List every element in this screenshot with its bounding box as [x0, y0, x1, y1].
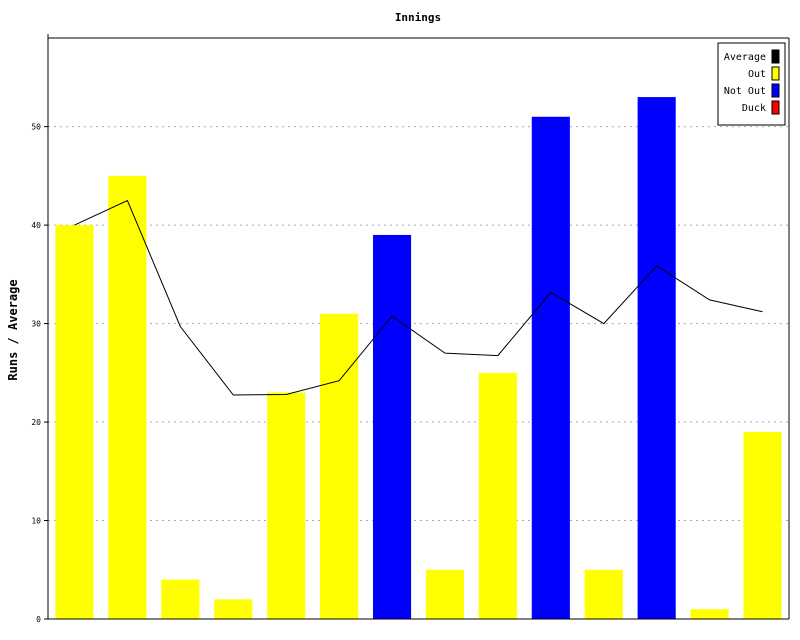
bars — [55, 97, 782, 620]
bar — [690, 609, 729, 619]
bar — [478, 372, 517, 619]
y-tick-label: 40 — [31, 221, 41, 230]
average-line — [74, 199, 763, 396]
bar — [267, 392, 306, 619]
legend: Average Out Not Out Duck — [717, 42, 786, 126]
legend-label: Duck — [742, 103, 766, 114]
y-tick-label: 0 — [36, 615, 41, 624]
bar — [108, 175, 147, 619]
bar — [320, 313, 359, 619]
y-tick-label: 30 — [31, 320, 41, 329]
y-axis-label: Runs / Average — [6, 279, 20, 380]
chart-title: Innings — [395, 11, 441, 24]
bar — [161, 579, 200, 619]
bar — [584, 569, 623, 619]
bar — [425, 569, 465, 619]
plot-frame — [47, 34, 790, 620]
y-tick-label: 10 — [31, 517, 41, 526]
legend-label: Out — [748, 69, 766, 80]
bar — [214, 599, 253, 619]
bar — [372, 234, 412, 619]
gridlines — [48, 126, 789, 522]
y-tick-label: 50 — [31, 123, 41, 132]
legend-swatch — [771, 49, 780, 64]
y-tick-label: 20 — [31, 418, 41, 427]
legend-label: Not Out — [724, 86, 766, 97]
average-line-group — [74, 199, 763, 396]
legend-swatch — [771, 100, 780, 115]
y-ticks: 0 10 20 30 40 50 — [31, 123, 48, 624]
bar — [743, 431, 782, 619]
bar — [531, 116, 570, 619]
legend-label: Average — [724, 52, 766, 63]
legend-swatch — [771, 83, 780, 98]
bar — [637, 97, 676, 620]
bar — [55, 225, 94, 620]
legend-swatch — [771, 66, 780, 81]
